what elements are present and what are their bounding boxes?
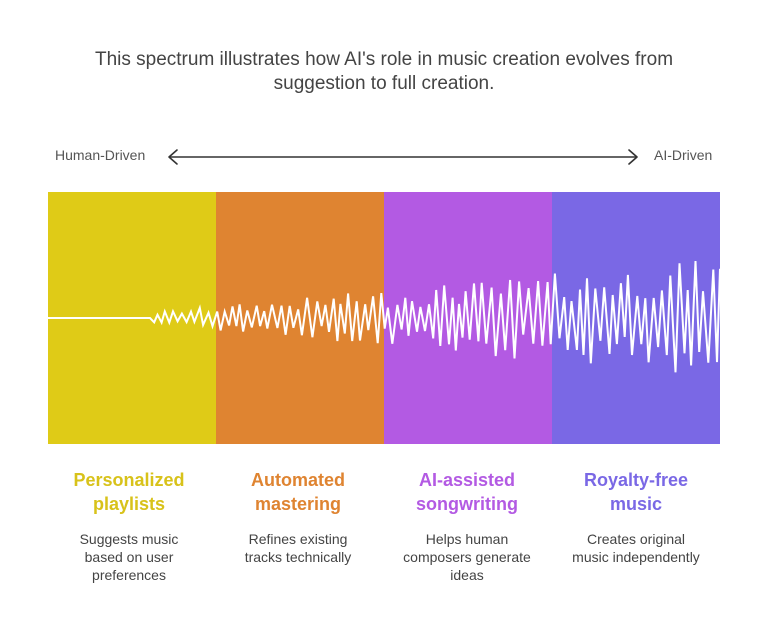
diagram-title: This spectrum illustrates how AI's role … bbox=[0, 48, 768, 96]
stage-description: Helps human composers generate ideas bbox=[383, 530, 551, 584]
stage-description-line: music independently bbox=[572, 549, 700, 565]
stage-description-line: based on user bbox=[84, 549, 174, 565]
stage-description-line: Refines existing bbox=[248, 531, 348, 547]
stage-description-line: tracks technically bbox=[244, 549, 352, 565]
stage-heading-line: songwriting bbox=[416, 494, 518, 514]
stage-automated-mastering: Automated mastering Refines existing tra… bbox=[214, 468, 382, 566]
stage-heading: Royalty-free music bbox=[552, 468, 720, 516]
double-arrow-icon bbox=[168, 149, 638, 165]
stage-description: Suggests music based on user preferences bbox=[45, 530, 213, 584]
stage-description: Refines existing tracks technically bbox=[214, 530, 382, 566]
stage-description: Creates original music independently bbox=[552, 530, 720, 566]
stage-description-line: ideas bbox=[450, 567, 484, 583]
stage-heading: Personalized playlists bbox=[45, 468, 213, 516]
stage-description-line: Creates original bbox=[586, 531, 686, 547]
stage-heading: Automated mastering bbox=[214, 468, 382, 516]
stage-heading-line: playlists bbox=[92, 494, 166, 514]
stage-heading: AI-assisted songwriting bbox=[383, 468, 551, 516]
title-line-1: This spectrum illustrates how AI's role … bbox=[94, 49, 674, 70]
title-line-2: suggestion to full creation. bbox=[273, 73, 495, 94]
axis-left-label: Human-Driven bbox=[55, 147, 146, 163]
stage-description-line: preferences bbox=[92, 567, 166, 583]
stage-heading-line: Automated bbox=[251, 470, 345, 490]
stage-ai-assisted-songwriting: AI-assisted songwriting Helps human comp… bbox=[383, 468, 551, 584]
stage-description-line: Helps human bbox=[425, 531, 509, 547]
stage-personalized-playlists: Personalized playlists Suggests music ba… bbox=[45, 468, 213, 584]
stage-description-line: Suggests music bbox=[79, 531, 179, 547]
stage-heading-line: music bbox=[609, 494, 663, 514]
stage-description-line: composers generate bbox=[403, 549, 531, 565]
band-personalized-playlists bbox=[48, 192, 216, 444]
stage-heading-line: Personalized bbox=[73, 470, 185, 490]
band-royalty-free-music bbox=[552, 192, 720, 444]
stage-heading-line: AI-assisted bbox=[418, 470, 516, 490]
stage-royalty-free-music: Royalty-free music Creates original musi… bbox=[552, 468, 720, 566]
stage-heading-line: mastering bbox=[254, 494, 342, 514]
stage-heading-line: Royalty-free bbox=[583, 470, 689, 490]
axis-right-label: AI-Driven bbox=[654, 147, 713, 163]
band-automated-mastering bbox=[216, 192, 384, 444]
band-ai-assisted-songwriting bbox=[384, 192, 552, 444]
